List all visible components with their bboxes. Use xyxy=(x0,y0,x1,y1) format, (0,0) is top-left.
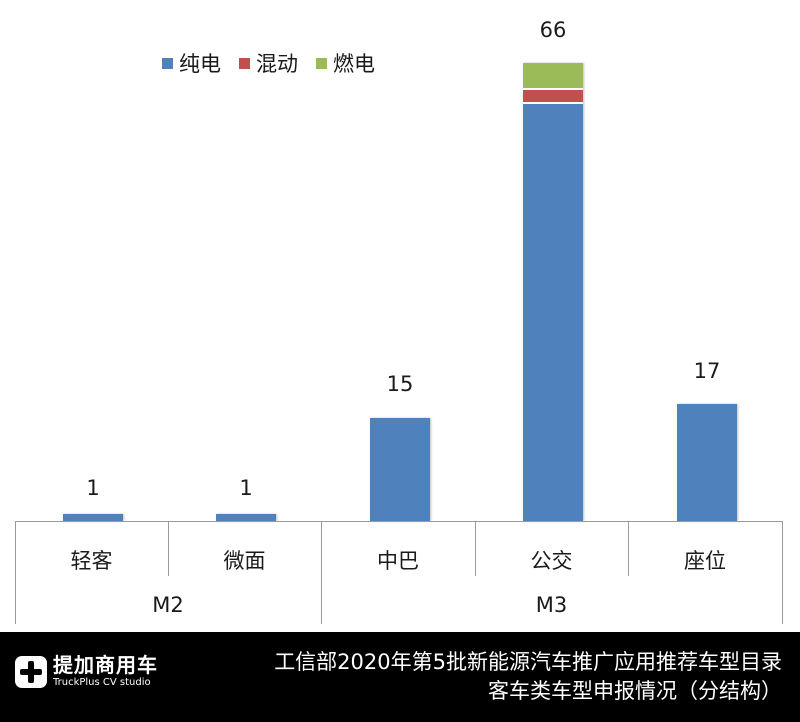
bar-minivan xyxy=(216,514,276,521)
category-label: 公交 xyxy=(530,549,573,573)
bar-midbus xyxy=(370,418,430,521)
footer-banner: 提加商用车 TruckPlus CV studio 工信部2020年第5批新能源… xyxy=(0,632,800,722)
axis-divider xyxy=(15,521,16,624)
legend-label: 燃电 xyxy=(333,52,375,76)
bar-segment-bev xyxy=(523,104,583,521)
bar-segment-bev xyxy=(216,514,276,521)
bar-segment-bev xyxy=(370,418,430,521)
category-label: 座位 xyxy=(684,549,726,573)
legend: 纯电 混动 燃电 xyxy=(162,48,375,78)
value-label: 15 xyxy=(386,372,414,396)
legend-label: 混动 xyxy=(256,52,298,76)
value-label: 66 xyxy=(539,18,567,42)
bar-coach xyxy=(677,404,737,521)
legend-swatch-icon xyxy=(162,57,173,69)
logo-text-en: TruckPlus CV studio xyxy=(53,677,151,688)
value-label: 17 xyxy=(693,359,721,383)
title-line-1: 工信部2020年第5批新能源汽车推广应用推荐车型目录 xyxy=(274,650,782,674)
value-label: 1 xyxy=(239,476,253,500)
axis-divider xyxy=(168,521,169,576)
group-label: M2 xyxy=(152,593,184,617)
legend-item-hybrid: 混动 xyxy=(239,48,298,78)
legend-label: 纯电 xyxy=(179,52,221,76)
logo-text-cn: 提加商用车 xyxy=(53,653,158,677)
bar-segment-bev xyxy=(677,404,737,521)
legend-swatch-icon xyxy=(316,57,327,69)
title-line-2: 客车类车型申报情况（分结构） xyxy=(488,679,782,703)
bar-city-bus xyxy=(523,63,583,521)
truckplus-logo-icon xyxy=(15,655,47,688)
legend-item-bev: 纯电 xyxy=(162,48,221,78)
x-axis-line xyxy=(15,521,783,522)
value-label: 1 xyxy=(86,476,100,500)
axis-divider xyxy=(321,521,322,624)
legend-swatch-icon xyxy=(239,57,250,69)
category-label: 微面 xyxy=(223,549,266,573)
bar-light-bus xyxy=(63,514,123,521)
axis-divider xyxy=(628,521,629,576)
bar-segment-bev xyxy=(63,514,123,521)
bar-segment-hybrid xyxy=(523,90,583,103)
category-label: 中巴 xyxy=(377,549,419,573)
brand-logo: 提加商用车 TruckPlus CV studio xyxy=(15,655,158,688)
axis-divider xyxy=(782,521,783,624)
legend-item-fuelcell: 燃电 xyxy=(316,48,375,78)
stacked-bar-chart: 纯电 混动 燃电 1 1 15 66 17 轻客 微面 中巴 xyxy=(15,18,783,624)
bar-segment-fuelcell xyxy=(523,63,583,89)
group-label: M3 xyxy=(535,593,568,617)
axis-divider xyxy=(475,521,476,576)
category-label: 轻客 xyxy=(70,549,113,573)
chart-title: 工信部2020年第5批新能源汽车推广应用推荐车型目录 客车类车型申报情况（分结构… xyxy=(274,648,782,706)
